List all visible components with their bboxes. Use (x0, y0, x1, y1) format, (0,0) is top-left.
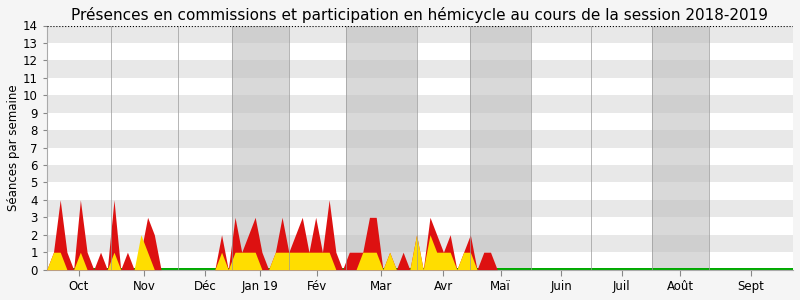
Bar (46, 200, 793, 217)
Bar (232, 26, 289, 270)
Bar (46, 130, 793, 148)
Bar (46, 148, 793, 165)
Y-axis label: Séances par semaine: Séances par semaine (7, 84, 20, 211)
Bar (470, 26, 531, 270)
Bar (46, 182, 793, 200)
Bar (46, 165, 793, 182)
Bar (46, 217, 793, 235)
Bar (46, 95, 793, 113)
Bar (346, 26, 417, 270)
Bar (46, 43, 793, 60)
Title: Présences en commissions et participation en hémicycle au cours de la session 20: Présences en commissions et participatio… (71, 7, 769, 23)
Bar (46, 252, 793, 270)
Bar (46, 26, 793, 43)
Bar (46, 78, 793, 95)
Bar (46, 235, 793, 252)
Bar (46, 113, 793, 130)
Bar (652, 26, 709, 270)
Bar (46, 60, 793, 78)
